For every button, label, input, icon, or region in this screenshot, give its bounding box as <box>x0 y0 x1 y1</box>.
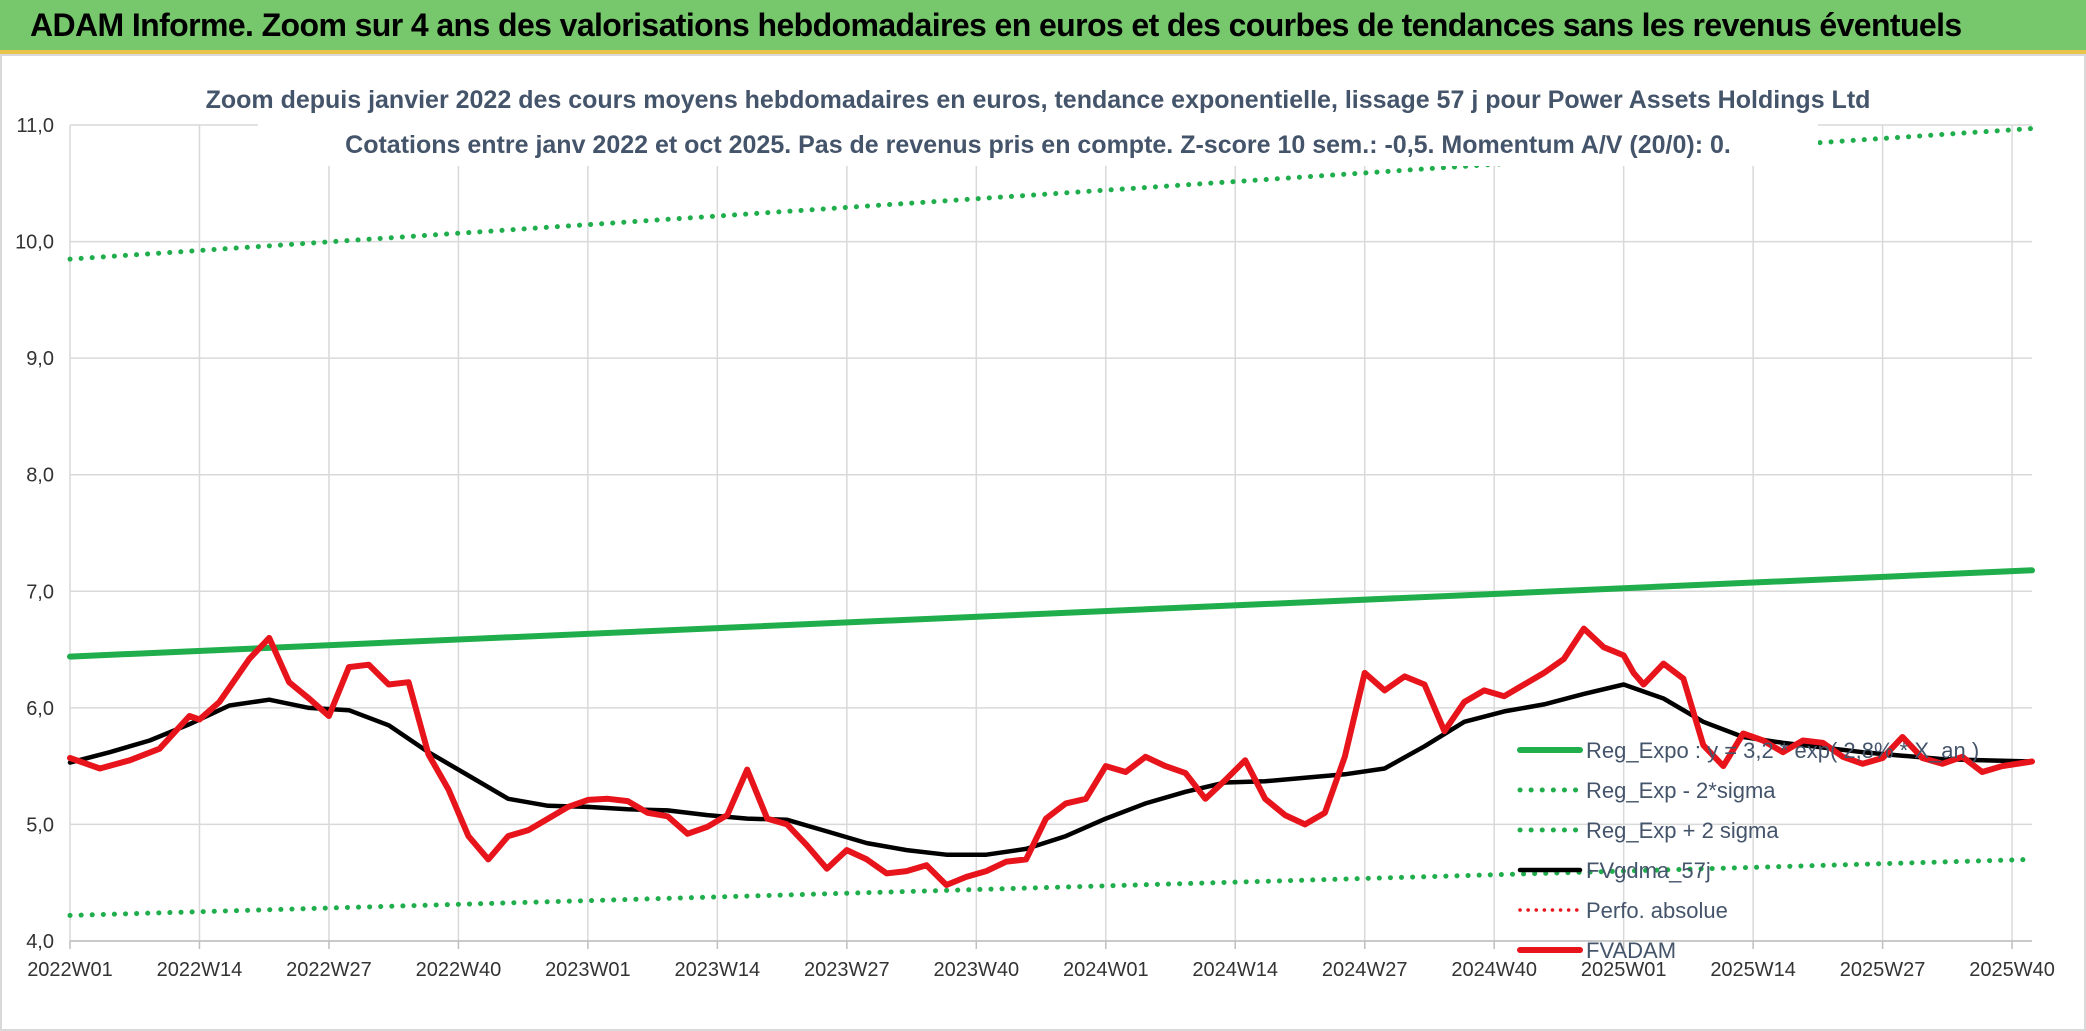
x-tick-label: 2024W14 <box>1192 959 1278 981</box>
y-tick-label: 7,0 <box>26 581 54 603</box>
x-tick-label: 2022W40 <box>416 959 502 981</box>
report-title: ADAM Informe. Zoom sur 4 ans des valoris… <box>30 7 1962 43</box>
series-lines <box>67 126 2035 918</box>
x-tick-label: 2024W27 <box>1322 959 1408 981</box>
report-banner: ADAM Informe. Zoom sur 4 ans des valoris… <box>0 0 2086 54</box>
gridlines <box>69 124 2032 942</box>
legend-label: Perfo. absolue <box>1586 898 1728 923</box>
legend-label: Reg_Exp + 2 sigma <box>1586 818 1779 843</box>
x-tick-label: 2022W01 <box>27 959 113 981</box>
legend-label: FVADAM <box>1586 938 1676 963</box>
legend-label: Reg_Expo : y = 3,2 * exp( 2,8% * X_an ) <box>1586 738 1979 763</box>
line-chart: 4,0 5,0 6,0 7,0 8,0 9,0 10,0 11,0 2022W01 2022W14… <box>15 56 2055 981</box>
title-background <box>258 56 1818 166</box>
x-tick-label: 2023W01 <box>545 959 631 981</box>
chart-title-line-1: Zoom depuis janvier 2022 des cours moyen… <box>206 86 1871 114</box>
x-tick-label: 2023W27 <box>804 959 890 981</box>
legend-label: FVgdma_57j <box>1586 858 1711 883</box>
x-tick-label: 2022W14 <box>157 959 243 981</box>
y-tick-label: 10,0 <box>15 232 54 254</box>
axes: 4,0 5,0 6,0 7,0 8,0 9,0 10,0 11,0 2022W01 2022W14… <box>15 115 2055 981</box>
x-tick-label: 2023W40 <box>933 959 1019 981</box>
chart-title-block: Zoom depuis janvier 2022 des cours moyen… <box>206 56 1871 166</box>
y-tick-label: 4,0 <box>26 931 54 953</box>
y-tick-label: 11,0 <box>17 115 54 137</box>
x-tick-label: 2024W40 <box>1451 959 1537 981</box>
legend-label: Reg_Exp - 2*sigma <box>1586 778 1776 803</box>
x-tick-label: 2025W01 <box>1581 959 1667 981</box>
x-tick-label: 2025W14 <box>1710 959 1796 981</box>
x-tick-label: 2023W14 <box>675 959 761 981</box>
y-tick-label: 8,0 <box>26 465 54 487</box>
x-tick-label: 2024W01 <box>1063 959 1149 981</box>
y-tick-label: 5,0 <box>26 814 54 836</box>
x-tick-label: 2022W27 <box>286 959 372 981</box>
series-line-reg-exp-2-sigma <box>67 856 2035 918</box>
x-tick-label: 2025W27 <box>1840 959 1926 981</box>
y-tick-label: 6,0 <box>26 698 54 720</box>
chart-title-line-2: Cotations entre janv 2022 et oct 2025. P… <box>345 131 1731 159</box>
legend: Reg_Expo : y = 3,2 * exp( 2,8% * X_an ) R… <box>1517 738 1979 963</box>
series-line-fvadam <box>67 625 2035 888</box>
chart-frame: 4,0 5,0 6,0 7,0 8,0 9,0 10,0 11,0 2022W01 2022W14… <box>0 54 2086 1031</box>
series-line-reg-expo-y-3-2-exp-2-8-x-an <box>67 567 2035 660</box>
y-tick-label: 9,0 <box>26 348 54 370</box>
x-tick-label: 2025W40 <box>1969 959 2055 981</box>
